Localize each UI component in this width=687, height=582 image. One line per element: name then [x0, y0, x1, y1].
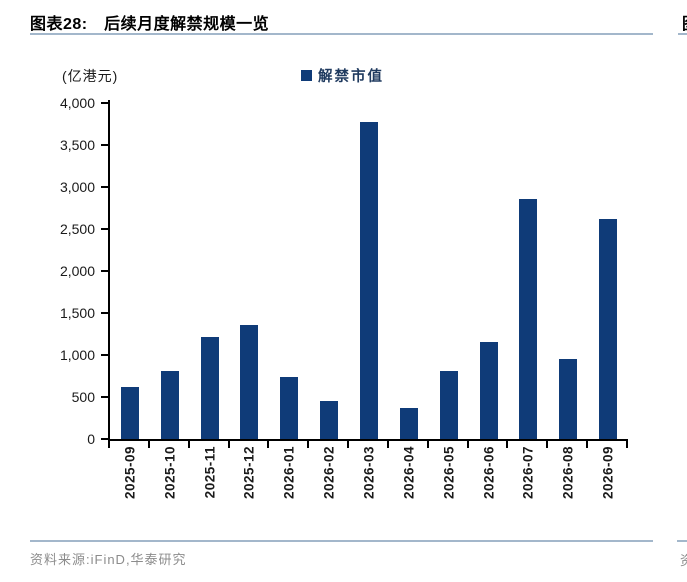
source-note: 资料来源:iFinD,华泰研究 — [30, 552, 187, 567]
y-axis-tick-label: 3,000 — [59, 179, 95, 195]
bar-2026-07 — [519, 198, 538, 439]
y-axis-unit-label: (亿港元) — [62, 68, 119, 84]
x-axis-tick — [187, 441, 190, 448]
adjacent-figure-title-fragment: 图 — [682, 10, 687, 34]
x-axis-tick — [386, 441, 389, 448]
adjacent-figure-footer-divider-fragment — [677, 540, 687, 542]
x-axis-tick — [147, 441, 150, 448]
x-axis-tick — [108, 441, 110, 448]
y-axis-tick — [101, 144, 108, 146]
title-divider — [30, 33, 653, 35]
adjacent-figure-source-fragment: 资 — [680, 553, 687, 568]
footer-divider — [30, 540, 653, 542]
y-axis-tick — [101, 312, 108, 314]
y-axis-tick-label: 2,000 — [59, 263, 95, 279]
x-axis-tick-label: 2026-01 — [281, 446, 297, 500]
legend-label: 解禁市值 — [318, 68, 384, 85]
y-axis-tick-label: 1,000 — [59, 347, 95, 363]
y-axis-tick-label: 500 — [71, 389, 95, 405]
y-axis-tick — [101, 354, 108, 356]
bar-2026-06 — [479, 341, 498, 439]
x-axis-tick-label: 2026-03 — [361, 446, 377, 500]
y-axis-tick — [101, 396, 108, 398]
y-axis-tick-label: 4,000 — [59, 95, 95, 111]
x-axis-tick — [586, 441, 589, 448]
x-axis-tick-label: 2025-11 — [202, 446, 218, 499]
x-axis-tick-label: 2025-09 — [122, 446, 138, 500]
y-axis-tick — [101, 270, 108, 272]
y-axis-tick — [101, 228, 108, 230]
x-axis-tick — [227, 441, 230, 448]
bar-2026-02 — [320, 401, 339, 439]
x-axis-line — [108, 439, 628, 441]
bar-2025-11 — [200, 337, 219, 439]
y-axis-tick — [101, 438, 108, 440]
y-axis-tick-label: 0 — [87, 431, 95, 447]
x-axis-tick-label: 2026-05 — [441, 446, 457, 500]
bar-2026-08 — [559, 359, 578, 439]
legend-square-marker-icon — [301, 69, 312, 81]
x-axis-tick — [347, 441, 350, 448]
x-axis-tick — [267, 441, 270, 448]
y-axis-tick-label: 1,500 — [59, 305, 95, 321]
x-axis-tick-label: 2026-07 — [520, 446, 536, 500]
bar-2026-05 — [439, 371, 458, 439]
x-axis-tick-label: 2026-02 — [321, 446, 337, 500]
y-axis-tick — [101, 102, 108, 104]
y-axis-line — [108, 100, 110, 441]
bar-2025-09 — [120, 386, 139, 439]
bar-2026-09 — [599, 218, 618, 439]
chart-legend: 解禁市值 — [301, 66, 384, 85]
x-axis-tick — [307, 441, 310, 448]
x-axis-tick — [546, 441, 549, 448]
bar-2026-01 — [280, 376, 299, 439]
x-axis-tick-label: 2025-10 — [162, 446, 178, 500]
y-axis-tick-label: 3,500 — [59, 137, 95, 153]
x-axis-tick-label: 2026-06 — [481, 446, 497, 500]
figure-title: 图表28: 后续月度解禁规模一览 — [30, 16, 270, 33]
adjacent-figure-title-divider-fragment — [678, 33, 687, 35]
y-axis-tick — [101, 186, 108, 188]
x-axis-tick — [626, 441, 628, 448]
bar-2025-10 — [160, 371, 179, 439]
x-axis-tick — [426, 441, 429, 448]
x-axis-tick — [466, 441, 469, 448]
x-axis-tick-label: 2025-12 — [241, 446, 257, 500]
x-axis-tick — [506, 441, 509, 448]
y-axis-tick-label: 2,500 — [59, 221, 95, 237]
x-axis-tick-label: 2026-09 — [600, 446, 616, 500]
x-axis-tick-label: 2026-08 — [560, 446, 576, 500]
bar-2025-12 — [240, 325, 259, 439]
bar-2026-03 — [360, 122, 378, 439]
x-axis-tick-label: 2026-04 — [401, 446, 417, 500]
bar-2026-04 — [399, 407, 418, 439]
